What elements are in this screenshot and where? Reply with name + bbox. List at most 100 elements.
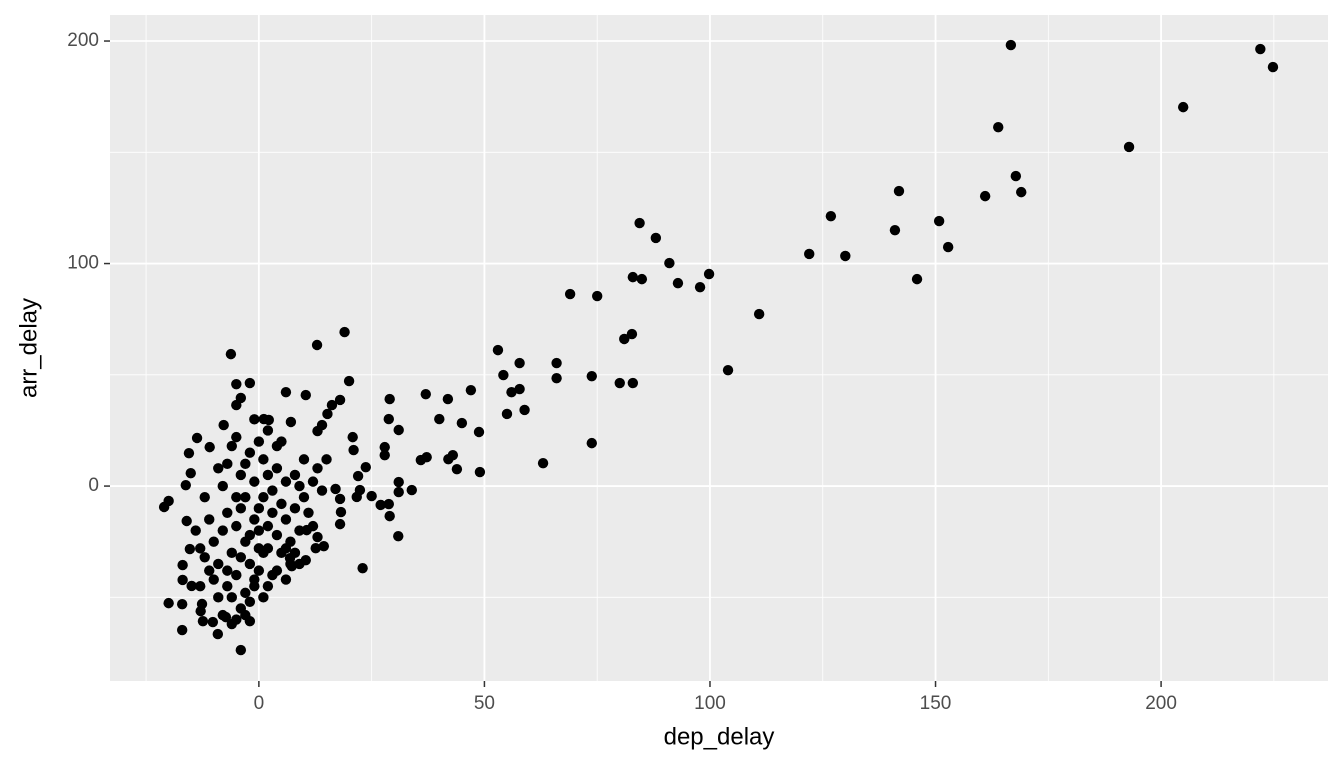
point xyxy=(212,628,224,640)
point xyxy=(208,574,219,585)
point xyxy=(383,413,394,425)
point xyxy=(231,569,242,581)
point xyxy=(1255,43,1266,55)
point xyxy=(434,413,445,425)
point xyxy=(619,333,630,345)
point xyxy=(289,503,301,514)
point xyxy=(244,558,256,570)
point xyxy=(626,328,638,340)
x-tick-label: 50 xyxy=(474,693,495,714)
point xyxy=(226,440,237,452)
point xyxy=(199,491,210,503)
x-tick-label: 0 xyxy=(254,693,265,714)
point xyxy=(185,467,196,479)
point xyxy=(592,290,603,302)
point xyxy=(191,432,203,444)
point xyxy=(276,498,287,510)
point xyxy=(498,369,509,381)
point xyxy=(316,485,328,496)
point xyxy=(177,559,188,571)
point xyxy=(294,558,305,570)
point xyxy=(911,273,923,285)
point xyxy=(294,525,305,536)
point xyxy=(406,484,417,496)
point xyxy=(1177,101,1189,113)
point xyxy=(213,558,224,570)
point xyxy=(285,416,297,428)
point xyxy=(222,581,233,592)
point xyxy=(231,520,242,532)
point xyxy=(231,378,242,390)
point xyxy=(825,210,837,222)
point xyxy=(249,414,260,425)
point xyxy=(703,268,715,280)
point xyxy=(271,565,283,576)
point xyxy=(465,384,477,396)
point xyxy=(231,399,242,411)
point xyxy=(352,470,364,482)
point xyxy=(300,389,311,401)
point xyxy=(501,408,513,420)
point xyxy=(1010,170,1022,182)
point xyxy=(217,525,228,536)
point xyxy=(650,232,662,244)
point xyxy=(383,498,394,510)
point xyxy=(360,461,371,473)
point xyxy=(225,348,237,360)
point xyxy=(226,592,237,603)
point xyxy=(195,605,206,617)
point xyxy=(627,271,639,283)
panel xyxy=(110,15,1328,681)
point xyxy=(321,454,332,465)
point xyxy=(280,476,292,487)
point xyxy=(253,543,265,554)
point xyxy=(262,520,274,532)
point xyxy=(163,597,174,609)
point xyxy=(180,479,191,491)
point xyxy=(586,370,597,382)
x-tick-label: 200 xyxy=(1145,693,1177,714)
point xyxy=(240,609,251,621)
point xyxy=(176,599,188,610)
point xyxy=(334,518,346,530)
point xyxy=(840,250,851,262)
point xyxy=(379,441,390,453)
point xyxy=(451,463,463,475)
point xyxy=(393,424,404,436)
point xyxy=(753,308,765,320)
point xyxy=(231,614,242,625)
point xyxy=(213,463,224,474)
point xyxy=(351,491,362,503)
point xyxy=(235,552,247,563)
point xyxy=(177,574,188,586)
point xyxy=(249,514,260,525)
point xyxy=(195,581,206,592)
point xyxy=(456,417,468,429)
point xyxy=(280,514,292,525)
point xyxy=(393,486,404,498)
point xyxy=(564,288,576,300)
point xyxy=(311,339,323,351)
point xyxy=(204,565,215,576)
point xyxy=(271,440,283,452)
point xyxy=(1123,141,1135,153)
point xyxy=(253,565,265,576)
point xyxy=(204,441,215,453)
point xyxy=(312,425,323,437)
point xyxy=(195,543,206,554)
point xyxy=(722,364,734,376)
x-axis-title: dep_delay xyxy=(664,723,775,750)
point xyxy=(208,536,219,547)
point xyxy=(366,490,377,502)
point xyxy=(298,454,310,465)
point xyxy=(379,449,390,461)
point xyxy=(357,562,368,574)
point xyxy=(335,506,347,518)
point xyxy=(294,480,305,492)
point xyxy=(235,469,247,481)
point xyxy=(322,408,333,420)
point xyxy=(334,493,346,505)
point xyxy=(664,257,675,269)
point xyxy=(240,458,251,470)
point xyxy=(231,491,242,503)
